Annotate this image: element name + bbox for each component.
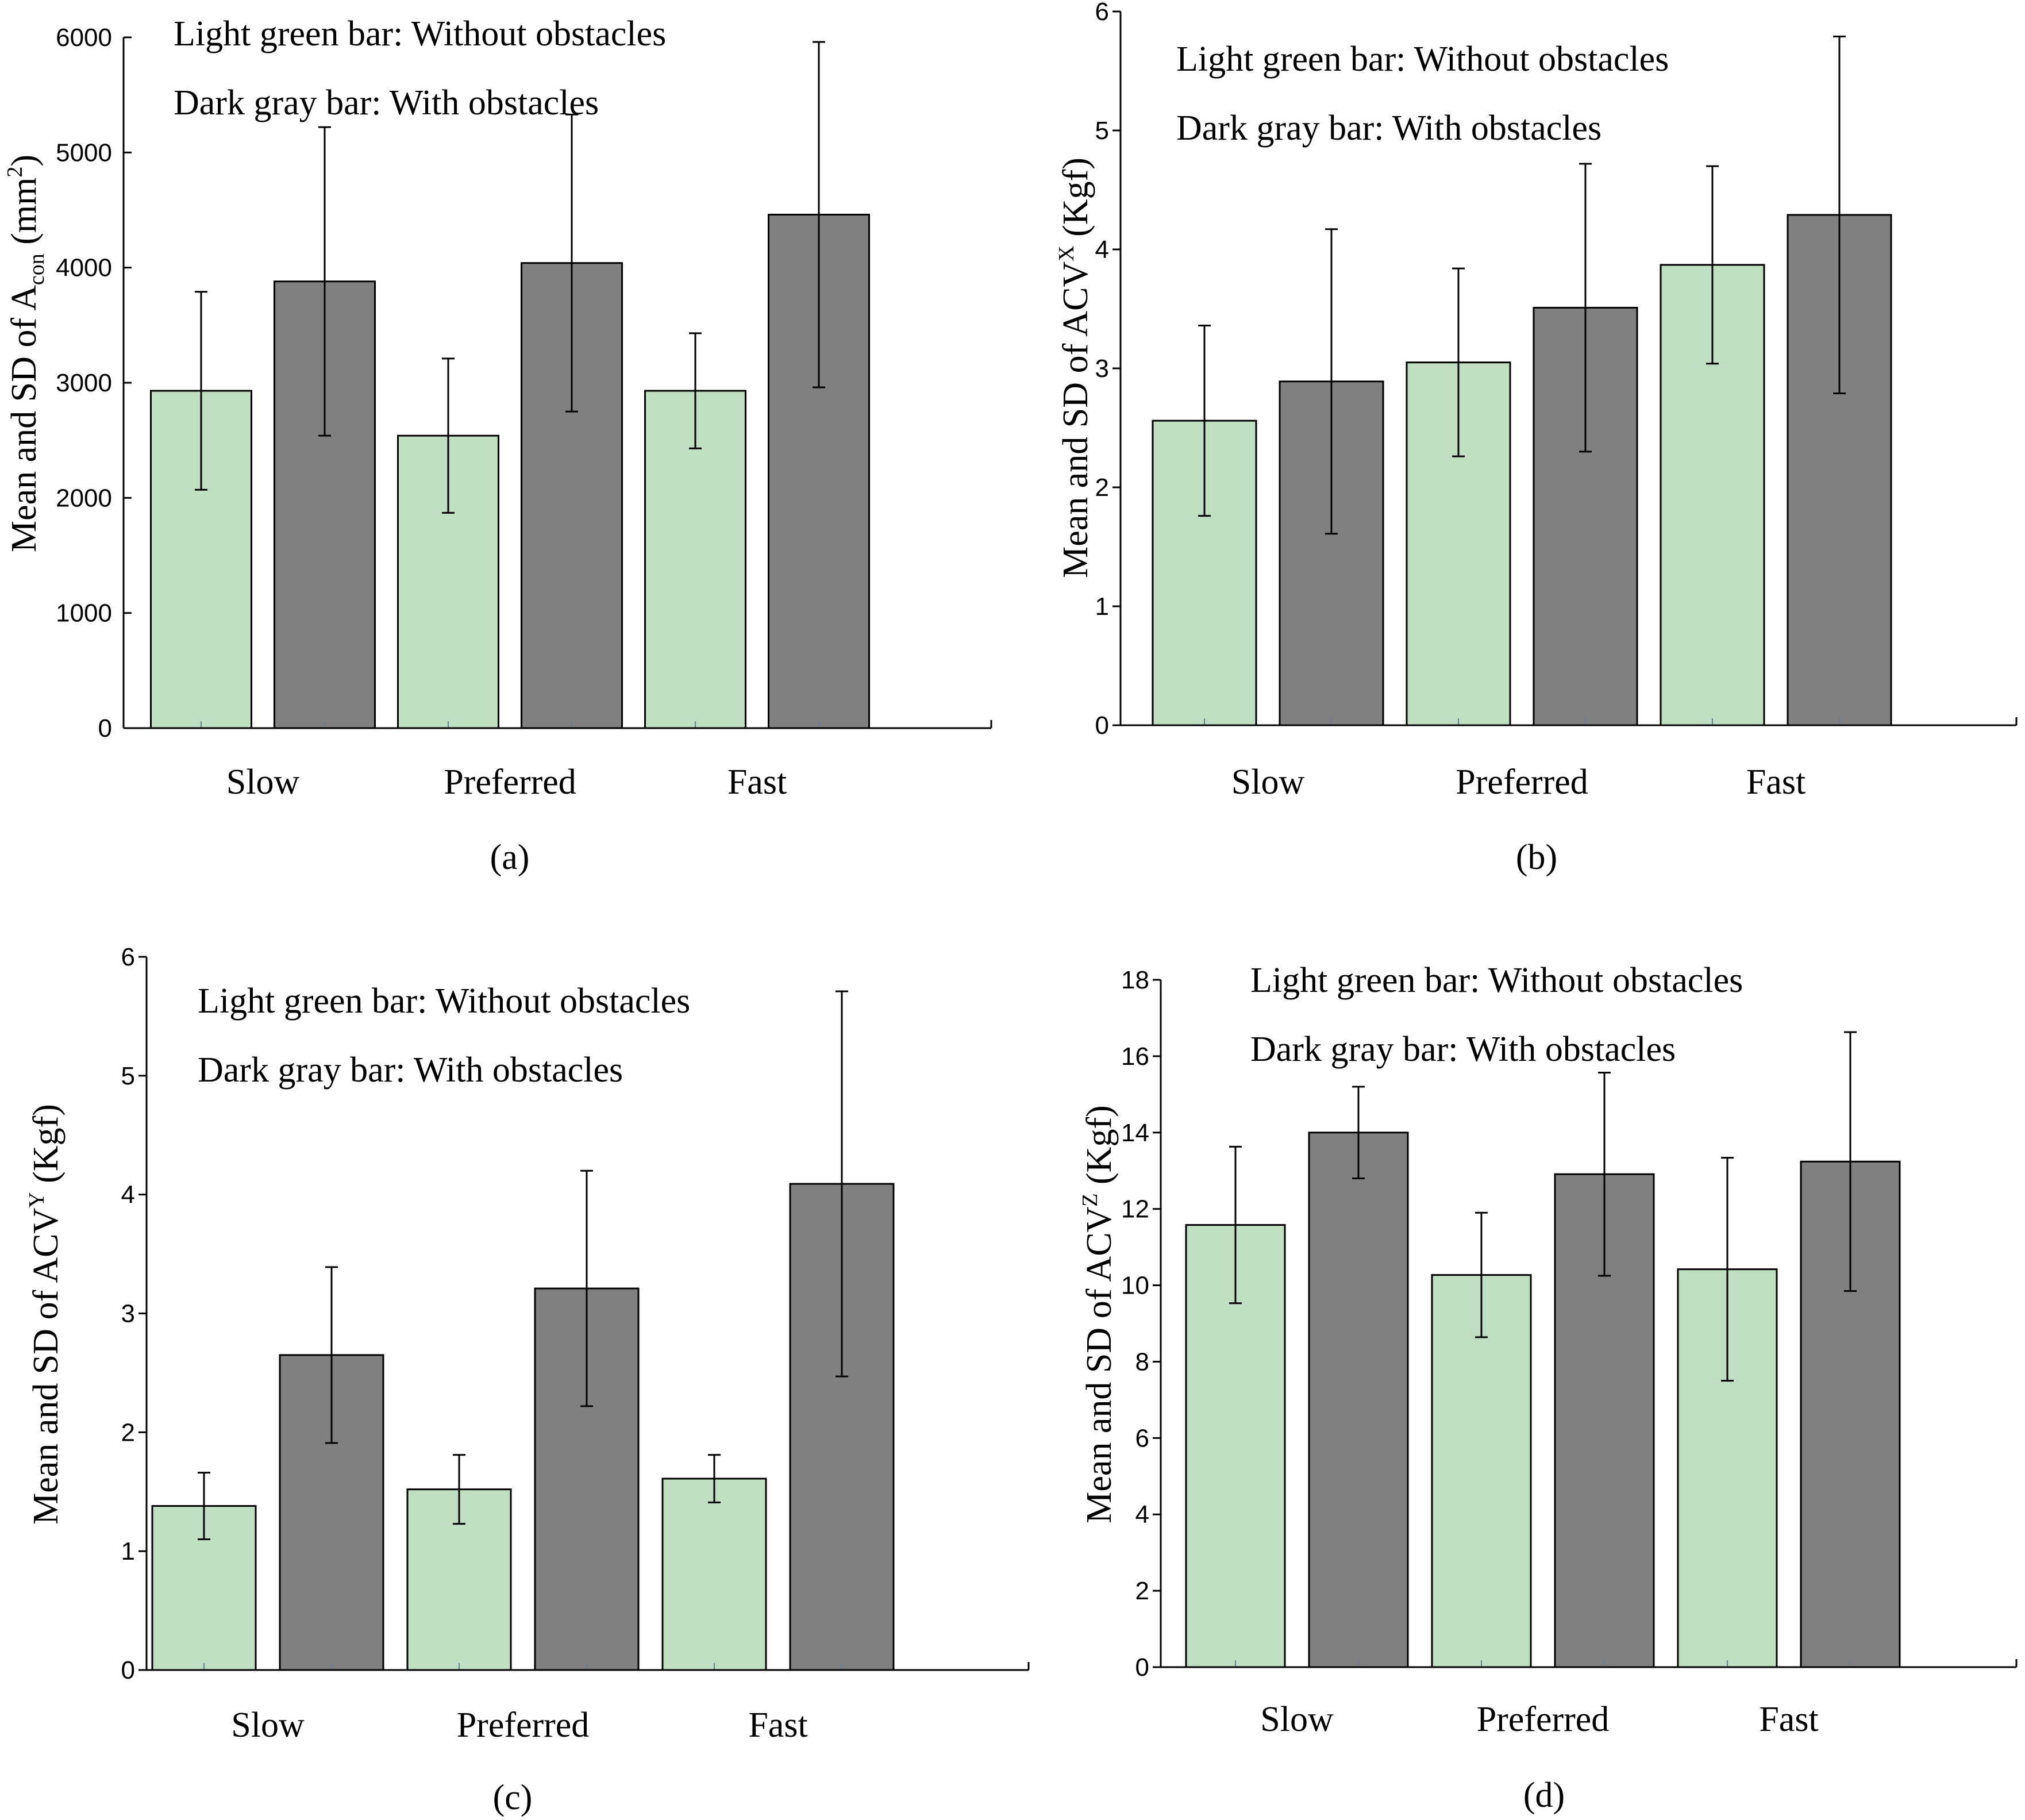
y-axis-label: Mean and SD of ACVZ (Kgf) (1078, 1105, 1119, 1523)
category-label: Fast (748, 1706, 807, 1745)
bar-with-obstacles-slow (1308, 1132, 1409, 1668)
y-tick-label: 0 (121, 1656, 135, 1684)
y-tick-label: 10 (1121, 1272, 1149, 1300)
legend-line-dark: Dark gray bar: With obstacles (1250, 1030, 1676, 1069)
panel-label: (a) (490, 838, 530, 877)
panel-b: Slow Preferred Fast 0 1 2 3 4 5 6 Mean and SD of A… (1054, 0, 2018, 877)
category-label: Preferred (1477, 1700, 1610, 1739)
panel-c: Slow Preferred Fast 0 1 2 3 4 5 6 Mean and SD of A… (25, 943, 1030, 1817)
y-tick-label: 6 (121, 943, 135, 971)
category-label: Slow (1231, 763, 1305, 802)
y-tick-label: 5 (1095, 117, 1109, 145)
y-tick-label: 14 (1121, 1119, 1149, 1147)
y-axis-label: Mean and SD of Acon (mm2) (3, 155, 49, 552)
y-tick-label: 5 (121, 1062, 135, 1090)
category-label: Slow (1260, 1700, 1334, 1739)
panel-d: Slow Preferred Fast 0 2 4 6 8 10 12 14 16 18 Mean and… (1078, 961, 2018, 1815)
category-label: Preferred (444, 763, 576, 802)
legend-line-dark: Dark gray bar: With obstacles (174, 83, 599, 122)
y-tick-label: 1 (121, 1537, 135, 1565)
y-tick-label: 6 (1135, 1424, 1149, 1452)
y-tick-label: 1 (1095, 592, 1109, 621)
category-label: Slow (226, 763, 300, 802)
y-tick-label: 4 (121, 1181, 135, 1209)
category-label: Preferred (1456, 763, 1588, 802)
bar-without-obstacles-preferred (1431, 1274, 1532, 1668)
legend-line-light: Light green bar: Without obstacles (1250, 961, 1743, 1000)
y-axis-label: Mean and SD of ACVY (Kgf) (25, 1104, 66, 1525)
y-tick-label: 3 (121, 1300, 135, 1328)
y-tick-label: 2 (121, 1418, 135, 1446)
legend-line-dark: Dark gray bar: With obstacles (1176, 109, 1601, 148)
panel-a: Slow Preferred Fast 0 1000 2000 3000 4000 5000 60… (3, 14, 992, 877)
legend-line-light: Light green bar: Without obstacles (1176, 40, 1669, 79)
y-tick-label: 0 (1135, 1653, 1149, 1682)
y-tick-label: 3 (1095, 355, 1109, 383)
category-label: Fast (727, 763, 787, 802)
y-tick-label: 2 (1135, 1577, 1149, 1605)
y-tick-label: 0 (98, 714, 112, 742)
panel-label: (d) (1523, 1776, 1565, 1815)
category-label: Fast (1746, 763, 1805, 802)
y-tick-label: 2000 (56, 484, 112, 512)
category-label: Slow (231, 1706, 305, 1745)
y-tick-label: 0 (1095, 711, 1109, 740)
legend-line-light: Light green bar: Without obstacles (174, 14, 666, 53)
y-tick-label: 12 (1121, 1195, 1149, 1223)
y-tick-label: 8 (1135, 1348, 1149, 1376)
bar-without-obstacles-fast (661, 1477, 767, 1671)
category-label: Fast (1759, 1700, 1818, 1739)
y-tick-label: 6 (1095, 0, 1109, 26)
y-tick-label: 16 (1121, 1042, 1149, 1071)
y-tick-label: 4 (1135, 1500, 1149, 1529)
legend-line-dark: Dark gray bar: With obstacles (198, 1051, 623, 1090)
y-axis-label: Mean and SD of ACVX (Kgf) (1054, 157, 1095, 578)
y-tick-label: 18 (1121, 966, 1149, 994)
y-tick-label: 1000 (56, 599, 112, 628)
y-tick-label: 4000 (56, 254, 112, 282)
panel-label: (b) (1516, 838, 1557, 877)
y-tick-label: 6000 (56, 24, 112, 52)
y-tick-label: 5000 (56, 138, 112, 167)
panel-label: (c) (493, 1778, 533, 1817)
category-label: Preferred (457, 1706, 590, 1745)
y-tick-label: 3000 (56, 369, 112, 397)
y-tick-label: 2 (1095, 474, 1109, 502)
legend-line-light: Light green bar: Without obstacles (198, 982, 690, 1021)
y-tick-label: 4 (1095, 236, 1109, 264)
